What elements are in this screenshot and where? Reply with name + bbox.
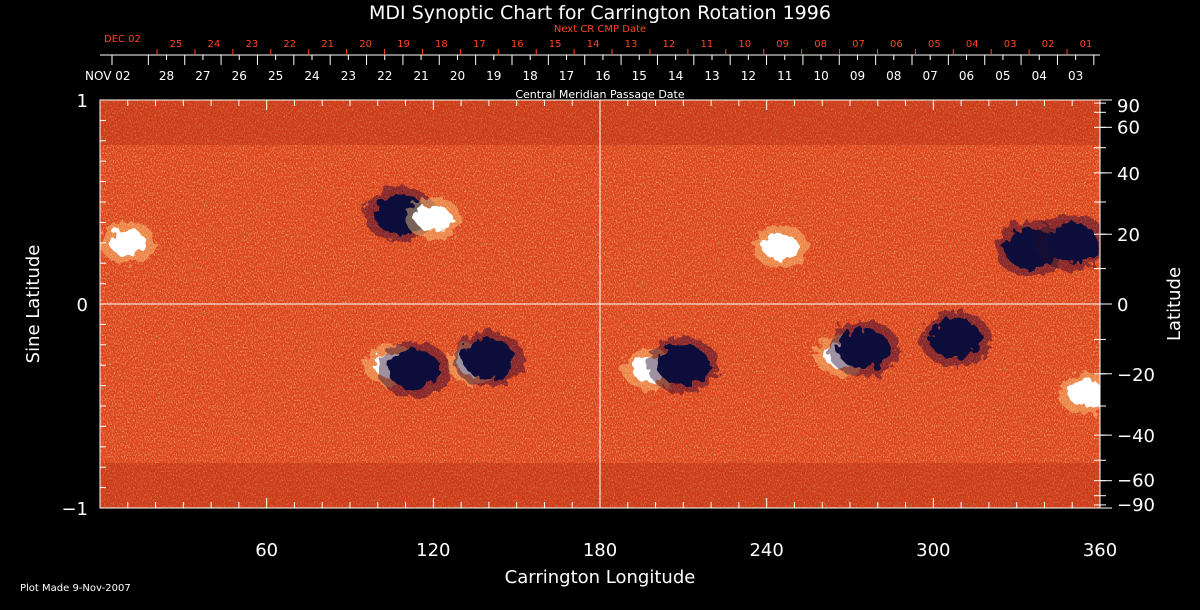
- cmp-day-label: 11: [777, 69, 792, 83]
- next-cr-day-label: 01: [1080, 39, 1093, 50]
- positive-polarity-region: [415, 205, 452, 232]
- next-cr-day-label: 23: [245, 39, 258, 50]
- negative-polarity-region: [462, 339, 515, 380]
- next-cr-day-label: 24: [208, 39, 221, 50]
- next-cr-day-label: 10: [738, 39, 751, 50]
- x-axis: 60 120 180 240 300 360: [127, 100, 1117, 561]
- cmp-day-label: 20: [450, 69, 465, 83]
- next-cr-day-label: 04: [966, 39, 979, 50]
- next-cr-day-label: 06: [890, 39, 903, 50]
- next-cr-day-label: 07: [852, 39, 865, 50]
- next-cr-day-label: 12: [663, 39, 676, 50]
- cmp-day-label: 25: [268, 69, 283, 83]
- cmp-day-label: 26: [232, 69, 247, 83]
- next-cr-start-label: DEC 02: [104, 34, 141, 45]
- cmp-day-label: 21: [413, 69, 428, 83]
- cmp-day-label: 09: [850, 69, 865, 83]
- negative-polarity-region: [837, 328, 890, 369]
- reference-lines: [100, 100, 1100, 508]
- cmp-day-label: 03: [1068, 69, 1083, 83]
- x-tick-label: 60: [255, 540, 278, 561]
- cmp-date-axis: 28 27 26 25 24 23 22 21 20 19 18 17 16 15 14 13 12 11 10 09…: [100, 54, 1100, 83]
- next-cr-day-label: 08: [814, 39, 827, 50]
- y-right-tick-label: 90: [1117, 96, 1140, 117]
- x-tick-label: 360: [1083, 540, 1117, 561]
- y-right-tick-label: −20: [1117, 365, 1155, 386]
- y-right-tick-label: 20: [1117, 225, 1140, 246]
- next-cr-day-label: 18: [435, 39, 448, 50]
- next-cr-day-label: 25: [170, 39, 183, 50]
- next-cr-day-label: 03: [1004, 39, 1017, 50]
- cmp-day-label: 18: [523, 69, 538, 83]
- cmp-day-label: 04: [1032, 69, 1047, 83]
- cmp-day-label: 28: [159, 69, 174, 83]
- next-cr-day-label: 19: [397, 39, 410, 50]
- cmp-day-label: 12: [741, 69, 756, 83]
- next-cr-axis: 25 24 23 22 21 20 19 18 17 16 15 14 13 12 11 10 09 08 07 06…: [156, 39, 1093, 55]
- x-tick-label: 180: [583, 540, 617, 561]
- cmp-day-label: 14: [668, 69, 683, 83]
- y-right-tick-label: 40: [1117, 164, 1140, 185]
- next-cr-day-label: 02: [1042, 39, 1055, 50]
- x-tick-label: 240: [749, 540, 783, 561]
- next-cr-day-label: 21: [321, 39, 334, 50]
- cmp-day-label: 22: [377, 69, 392, 83]
- x-axis-label: Carrington Longitude: [505, 567, 696, 588]
- cmp-day-label: 10: [813, 69, 828, 83]
- active-regions: [100, 186, 1100, 415]
- next-cr-day-label: 22: [283, 39, 296, 50]
- next-cr-day-label: 13: [625, 39, 638, 50]
- x-tick-label: 120: [416, 540, 450, 561]
- cmp-day-label: 13: [704, 69, 719, 83]
- y-right-tick-label: 60: [1117, 117, 1140, 138]
- next-cr-day-label: 16: [511, 39, 524, 50]
- cmp-day-label: 08: [886, 69, 901, 83]
- cmp-start-label: NOV 02: [85, 69, 131, 83]
- negative-polarity-region: [929, 318, 982, 359]
- y-axis-left: 1 0 −1: [61, 91, 112, 520]
- chart-title: MDI Synoptic Chart for Carrington Rotati…: [369, 2, 831, 24]
- y-left-tick-label: −1: [61, 499, 88, 520]
- next-cr-axis-label: Next CR CMP Date: [554, 24, 646, 35]
- next-cr-day-label: 11: [700, 39, 713, 50]
- positive-polarity-region: [762, 233, 799, 260]
- next-cr-day-label: 05: [928, 39, 941, 50]
- negative-polarity-region: [1046, 222, 1099, 263]
- cmp-day-label: 27: [195, 69, 210, 83]
- positive-polarity-region: [109, 229, 146, 256]
- cmp-day-label: 15: [632, 69, 647, 83]
- cmp-day-label: 19: [486, 69, 501, 83]
- next-cr-day-label: 09: [776, 39, 789, 50]
- y-right-tick-label: −60: [1117, 471, 1155, 492]
- next-cr-day-label: 15: [549, 39, 562, 50]
- cmp-day-label: 06: [959, 69, 974, 83]
- cmp-axis-label: Central Meridian Passage Date: [515, 88, 684, 101]
- cmp-day-label: 16: [595, 69, 610, 83]
- next-cr-day-label: 17: [473, 39, 486, 50]
- x-tick-label: 300: [916, 540, 950, 561]
- cmp-day-label: 17: [559, 69, 574, 83]
- cmp-day-label: 07: [923, 69, 938, 83]
- y-left-tick-label: 1: [77, 91, 88, 112]
- y-axis-right-label: Latitude: [1164, 267, 1185, 341]
- y-left-tick-label: 0: [77, 295, 88, 316]
- plot-made-footer: Plot Made 9-Nov-2007: [20, 583, 131, 594]
- positive-polarity-region: [1068, 380, 1100, 407]
- y-right-tick-label: 0: [1117, 295, 1128, 316]
- negative-polarity-region: [387, 349, 440, 390]
- cmp-day-label: 05: [995, 69, 1010, 83]
- y-right-tick-label: −40: [1117, 426, 1155, 447]
- next-cr-day-label: 20: [359, 39, 372, 50]
- cmp-day-label: 24: [304, 69, 319, 83]
- next-cr-day-label: 14: [587, 39, 600, 50]
- y-right-tick-label: −90: [1117, 495, 1155, 516]
- y-axis-left-label: Sine Latitude: [23, 245, 44, 364]
- negative-polarity-region: [657, 345, 710, 386]
- cmp-day-label: 23: [341, 69, 356, 83]
